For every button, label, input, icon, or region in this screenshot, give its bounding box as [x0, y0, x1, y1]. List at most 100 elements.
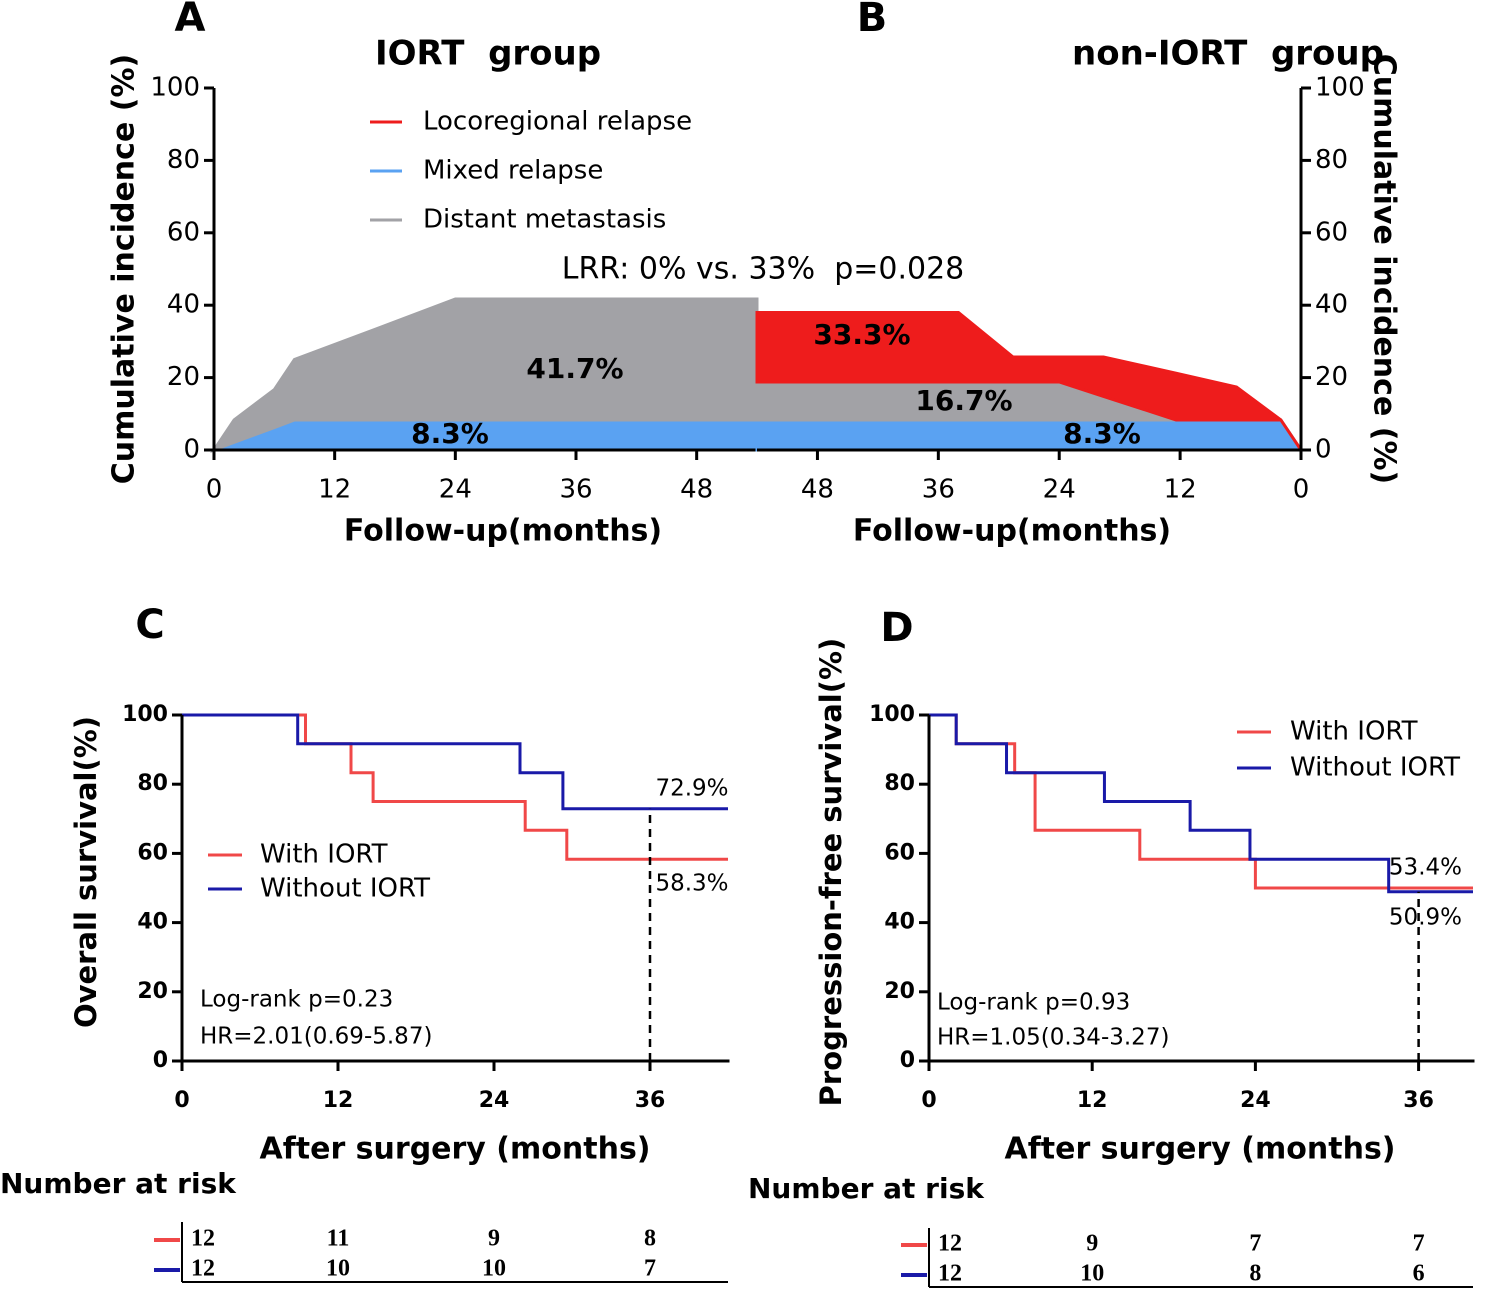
- y-tick-label: 60: [884, 840, 915, 865]
- y-tick-label: 100: [1315, 73, 1365, 103]
- x-tick-label: 24: [479, 1088, 510, 1113]
- x-tick-label: 36: [635, 1088, 666, 1113]
- chart-title: non-IORT group: [1072, 34, 1384, 74]
- risk-number: 12: [191, 1226, 215, 1252]
- risk-number: 7: [1413, 1231, 1425, 1257]
- annotation: 16.7%: [915, 384, 1012, 417]
- y-tick-label: 100: [869, 702, 915, 727]
- x-tick-label: 24: [1043, 475, 1076, 505]
- y-tick-label: 0: [900, 1048, 915, 1073]
- annotation: 8.3%: [1063, 417, 1141, 450]
- annotation: 58.3%: [655, 871, 728, 897]
- x-axis-label: Follow-up(months): [853, 514, 1171, 549]
- y-tick-label: 0: [153, 1048, 168, 1073]
- annotation: HR=2.01(0.69-5.87): [200, 1024, 432, 1050]
- y-tick-label: 20: [884, 979, 915, 1004]
- legend-label: Locoregional relapse: [423, 107, 692, 137]
- risk-number: 10: [482, 1256, 506, 1282]
- x-tick-label: 12: [1077, 1088, 1108, 1113]
- risk-number: 7: [1249, 1231, 1261, 1257]
- panel-label: B: [857, 0, 888, 41]
- risk-number: 12: [191, 1256, 215, 1282]
- y-axis-label: Cumulative incidence (%): [107, 54, 142, 484]
- y-tick-label: 20: [137, 979, 168, 1004]
- y-tick-label: 40: [1315, 290, 1348, 320]
- legend-label: Without IORT: [260, 874, 430, 904]
- risk-number: 12: [938, 1261, 962, 1287]
- y-tick-label: 80: [1315, 145, 1348, 175]
- legend-label: With IORT: [1290, 717, 1418, 747]
- annotation: Log-rank p=0.93: [937, 990, 1130, 1016]
- annotation: 41.7%: [526, 352, 623, 385]
- legend-label: With IORT: [260, 840, 388, 870]
- x-tick-label: 0: [1293, 475, 1310, 505]
- y-tick-label: 40: [167, 290, 200, 320]
- annotation: 53.4%: [1389, 855, 1462, 881]
- x-tick-label: 48: [680, 475, 713, 505]
- x-tick-label: 48: [801, 475, 834, 505]
- y-axis-label: Overall survival(%): [69, 716, 103, 1028]
- legend-label: Mixed relapse: [423, 156, 603, 186]
- x-tick-label: 24: [1240, 1088, 1271, 1113]
- annotation: 50.9%: [1389, 905, 1462, 931]
- x-tick-label: 0: [174, 1088, 189, 1113]
- risk-number: 8: [644, 1226, 656, 1252]
- annotation: 33.3%: [813, 318, 910, 351]
- x-tick-label: 12: [323, 1088, 354, 1113]
- legend-label: Distant metastasis: [423, 205, 666, 235]
- y-axis-label: Progression-free survival(%): [814, 638, 848, 1107]
- risk-number: 7: [644, 1256, 656, 1282]
- annotation: 8.3%: [411, 417, 489, 450]
- y-tick-label: 100: [122, 702, 168, 727]
- risk-number: 9: [488, 1226, 500, 1252]
- risk-number: 12: [938, 1231, 962, 1257]
- x-axis-label: After surgery (months): [1004, 1132, 1395, 1167]
- y-tick-label: 20: [167, 362, 200, 392]
- y-axis-label: Cumulative incidence (%): [1367, 54, 1402, 484]
- risk-number: 10: [326, 1256, 350, 1282]
- y-tick-label: 60: [137, 840, 168, 865]
- risk-number: 6: [1413, 1261, 1425, 1287]
- x-axis-label: Follow-up(months): [344, 514, 662, 549]
- panel-label: C: [135, 602, 164, 648]
- y-tick-label: 100: [150, 73, 200, 103]
- annotation: LRR: 0% vs. 33% p=0.028: [562, 252, 965, 287]
- x-tick-label: 24: [439, 475, 472, 505]
- panel-label: D: [880, 605, 913, 651]
- x-tick-label: 12: [318, 475, 351, 505]
- y-tick-label: 0: [1315, 435, 1332, 465]
- annotation: HR=1.05(0.34-3.27): [937, 1025, 1169, 1051]
- x-tick-label: 36: [1403, 1088, 1434, 1113]
- x-tick-label: 0: [206, 475, 223, 505]
- y-tick-label: 80: [167, 145, 200, 175]
- y-tick-label: 80: [884, 771, 915, 796]
- risk-number: 8: [1249, 1261, 1261, 1287]
- annotation: 72.9%: [655, 776, 728, 802]
- area: [755, 310, 1303, 451]
- risk-number: 9: [1086, 1231, 1098, 1257]
- survival-line: [182, 713, 728, 861]
- survival-line: [182, 713, 728, 811]
- risk-number: 11: [327, 1226, 350, 1252]
- risk-table-title: Number at risk: [0, 1167, 237, 1200]
- area: [755, 418, 1304, 452]
- y-tick-label: 60: [167, 217, 200, 247]
- y-tick-label: 40: [137, 910, 168, 935]
- y-tick-label: 60: [1315, 217, 1348, 247]
- panel-label: A: [175, 0, 206, 41]
- x-tick-label: 12: [1164, 475, 1197, 505]
- survival-line: [929, 713, 1473, 894]
- x-tick-label: 36: [922, 475, 955, 505]
- y-tick-label: 80: [137, 771, 168, 796]
- y-tick-label: 20: [1315, 362, 1348, 392]
- y-tick-label: 40: [884, 910, 915, 935]
- y-tick-label: 0: [183, 435, 200, 465]
- risk-number: 10: [1080, 1261, 1104, 1287]
- x-tick-label: 36: [559, 475, 592, 505]
- legend-label: Without IORT: [1290, 753, 1460, 783]
- x-axis-label: After surgery (months): [259, 1132, 650, 1167]
- risk-table-title: Number at risk: [748, 1172, 985, 1205]
- annotation: Log-rank p=0.23: [200, 987, 393, 1013]
- chart-title: IORT group: [375, 34, 601, 74]
